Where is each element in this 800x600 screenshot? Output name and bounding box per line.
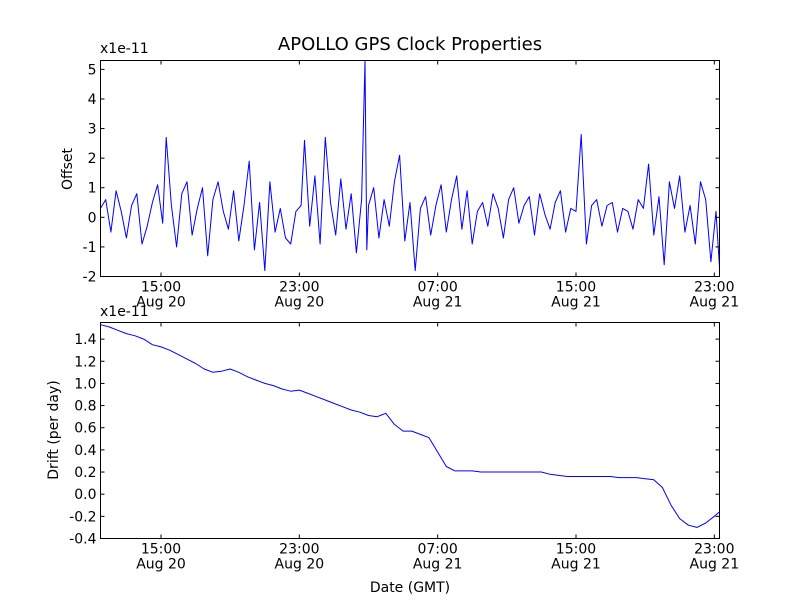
- offset-x-tick-date-label: Aug 20: [275, 295, 325, 311]
- drift-x-tick-date-label: Aug 21: [690, 557, 740, 573]
- drift-x-tick-time-label: 23:00: [694, 542, 734, 558]
- offset-x-tick-date-label: Aug 21: [690, 295, 740, 311]
- drift-x-tick-date-label: Aug 20: [275, 557, 325, 573]
- drift-series-line: [100, 324, 720, 528]
- offset-y-tick-label: 5: [88, 62, 97, 78]
- offset-y-tick-label: 0: [88, 210, 97, 226]
- drift-y-tick-label: 0.4: [74, 443, 96, 459]
- drift-y-tick-label: 1.0: [74, 376, 96, 392]
- drift-y-tick-label: -0.4: [69, 532, 96, 548]
- offset-y-tick-label: 2: [88, 151, 97, 167]
- drift-y-tick-label: 0.8: [74, 399, 96, 415]
- offset-x-tick-time-label: 15:00: [141, 280, 181, 296]
- drift-x-tick-date-label: Aug 20: [136, 557, 186, 573]
- drift-x-tick-date-label: Aug 21: [551, 557, 601, 573]
- offset-x-tick-time-label: 07:00: [417, 280, 457, 296]
- offset-series-line: [100, 60, 720, 272]
- offset-y-tick-label: -1: [83, 240, 97, 256]
- offset-y-tick-label: -2: [83, 270, 97, 286]
- chart-title: APOLLO GPS Clock Properties: [278, 34, 542, 55]
- drift-y-tick-label: 0.6: [74, 421, 96, 437]
- offset-x-tick-time-label: 23:00: [279, 280, 319, 296]
- drift-axis-label: Drift (per day): [46, 380, 62, 479]
- drift-x-tick-time-label: 07:00: [417, 542, 457, 558]
- offset-x-tick-date-label: Aug 20: [136, 295, 186, 311]
- offset-x-tick-date-label: Aug 21: [551, 295, 601, 311]
- offset-plot-frame: [100, 60, 720, 277]
- drift-x-tick-time-label: 23:00: [279, 542, 319, 558]
- drift-x-tick-time-label: 15:00: [556, 542, 596, 558]
- drift-y-tick-label: 0.0: [74, 487, 96, 503]
- drift-y-tick-label: 1.4: [74, 332, 96, 348]
- drift-panel: x1e-11 Drift (per day) Date (GMT) -0.4 -0…: [46, 304, 739, 596]
- drift-multiplier-label: x1e-11: [100, 304, 149, 320]
- offset-multiplier-label: x1e-11: [100, 41, 149, 57]
- offset-x-tick-time-label: 15:00: [556, 280, 596, 296]
- drift-y-tick-label: -0.2: [69, 509, 96, 525]
- offset-x-tick-time-label: 23:00: [694, 280, 734, 296]
- offset-x-tick-date-label: Aug 21: [413, 295, 463, 311]
- drift-x-tick-date-label: Aug 21: [413, 557, 463, 573]
- drift-x-tick-time-label: 15:00: [141, 542, 181, 558]
- offset-axis-label: Offset: [60, 147, 76, 190]
- offset-y-tick-label: 3: [88, 122, 97, 138]
- drift-y-tick-label: 1.2: [74, 354, 96, 370]
- drift-y-tick-label: 0.2: [74, 465, 96, 481]
- date-axis-label: Date (GMT): [370, 580, 450, 596]
- drift-plot-frame: [100, 322, 720, 539]
- offset-y-tick-label: 4: [88, 92, 97, 108]
- offset-y-tick-label: 1: [88, 181, 97, 197]
